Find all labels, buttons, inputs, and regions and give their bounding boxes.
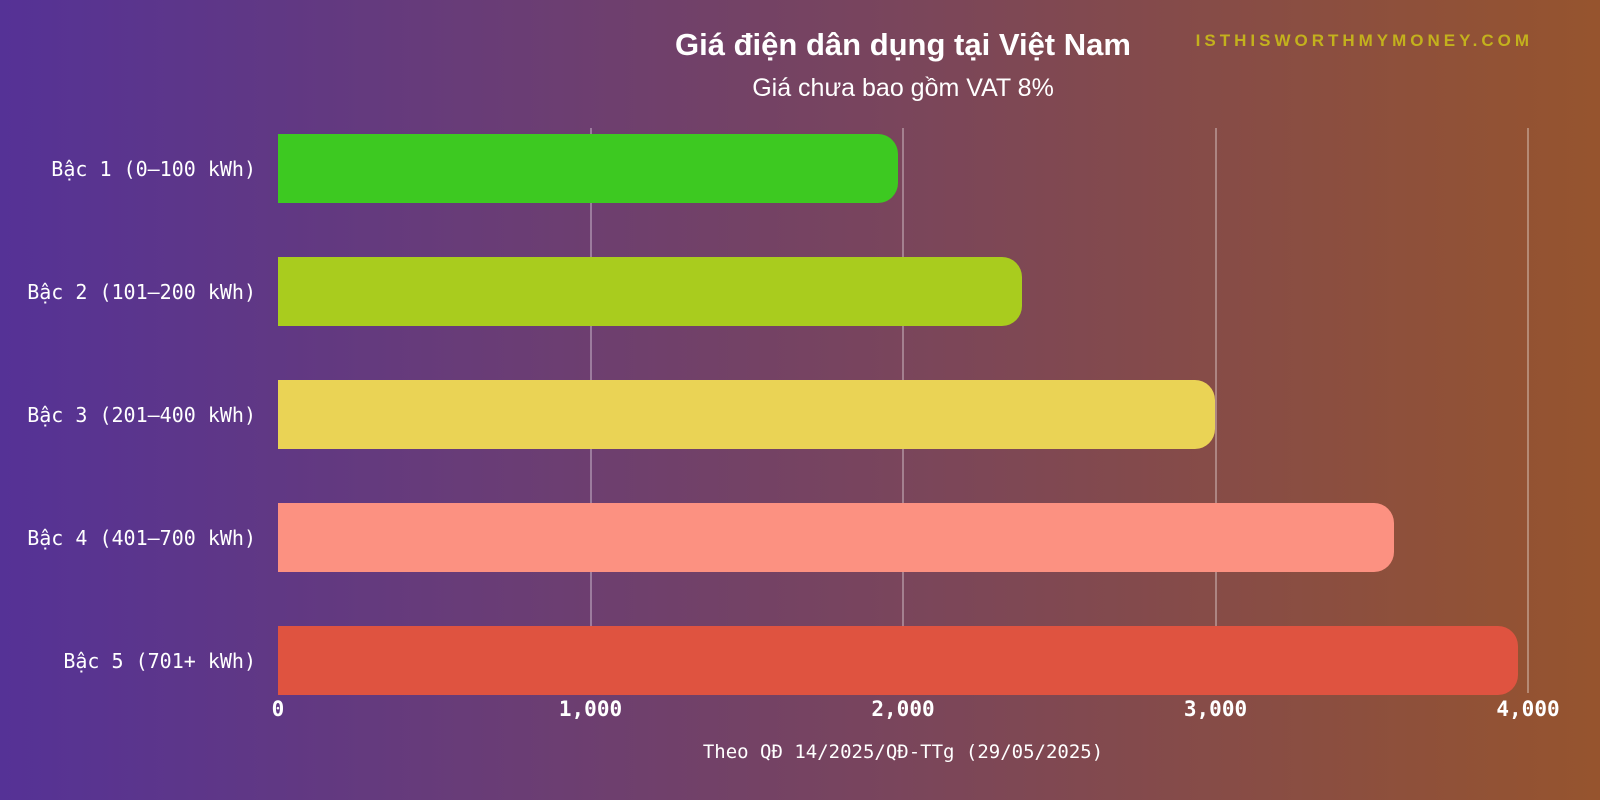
gridline-3000 bbox=[1214, 128, 1217, 693]
x-axis-tick-labels: 0 1,000 2,000 3,000 4,000 bbox=[272, 697, 1560, 727]
source-caption: Theo QĐ 14/2025/QĐ-TTg (29/05/2025) bbox=[702, 741, 1104, 763]
watermark-url: ISTHISWORTHMYMONEY.COM bbox=[1195, 31, 1533, 50]
chart-subtitle: Giá chưa bao gồm VAT 8% bbox=[752, 74, 1054, 102]
ylabel-bac-5: Bậc 5 (701+ kWh) bbox=[63, 648, 256, 673]
ylabel-bac-3: Bậc 3 (201–400 kWh) bbox=[27, 402, 256, 427]
bar-bac-5 bbox=[278, 626, 1518, 695]
bar-bac-4 bbox=[278, 503, 1394, 572]
ylabel-bac-1: Bậc 1 (0–100 kWh) bbox=[51, 156, 256, 181]
xtick-label-0: 0 bbox=[271, 697, 285, 721]
bar-bac-1 bbox=[278, 134, 898, 203]
xtick-label-2000: 2,000 bbox=[871, 697, 935, 721]
xtick-label-3000: 3,000 bbox=[1183, 697, 1248, 721]
bar-bac-2 bbox=[278, 257, 1022, 326]
plot-area bbox=[278, 127, 1529, 695]
xtick-label-4000: 4,000 bbox=[1496, 697, 1560, 721]
xtick-label-1000: 1,000 bbox=[558, 697, 623, 721]
y-axis-labels: Bậc 1 (0–100 kWh) Bậc 2 (101–200 kWh) Bậc … bbox=[0, 127, 256, 693]
ylabel-bac-4: Bậc 4 (401–700 kWh) bbox=[27, 525, 256, 550]
bar-bac-3 bbox=[278, 380, 1215, 449]
gridline-4000 bbox=[1527, 128, 1529, 693]
chart-title: Giá điện dân dụng tại Việt Nam bbox=[675, 27, 1131, 62]
ylabel-bac-2: Bậc 2 (101–200 kWh) bbox=[27, 279, 256, 304]
